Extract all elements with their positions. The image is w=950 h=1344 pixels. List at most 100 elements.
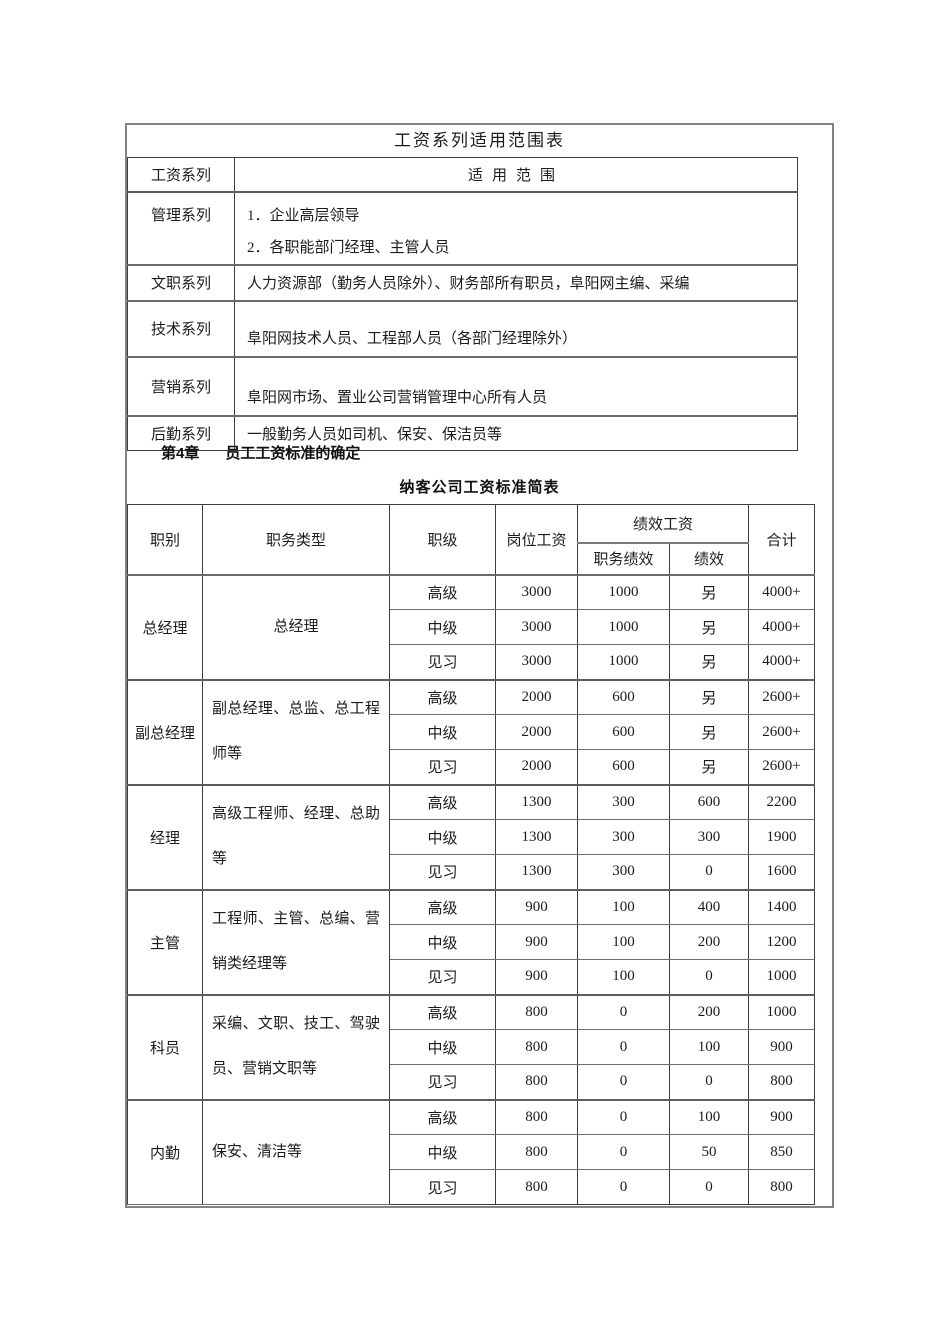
scope-table-title: 工资系列适用范围表 — [394, 131, 565, 150]
scope-row-management: 管理系列 1．企业高层领导 2．各职能部门经理、主管人员 — [127, 191, 798, 266]
level-cell: 见习 — [389, 644, 496, 680]
base-pay-cell: 1300 — [495, 783, 578, 820]
perf-cell: 600 — [668, 783, 750, 820]
duty-perf-cell: 0 — [577, 1098, 670, 1135]
perf-cell: 另 — [668, 749, 750, 785]
job-type-cell: 高级工程师、经理、总助等 — [202, 783, 390, 890]
header-total: 合计 — [748, 504, 816, 576]
base-pay-cell: 2000 — [495, 678, 578, 715]
salary-row: 见习 2000 600 另 2600+ — [128, 749, 816, 785]
level-cell: 见习 — [389, 959, 496, 995]
range-text: 一般勤务人员如司机、保安、保洁员等 — [234, 415, 798, 451]
level-cell: 高级 — [389, 888, 496, 925]
level-cell: 中级 — [389, 609, 496, 645]
level-cell: 高级 — [389, 783, 496, 820]
salary-row: 见习 3000 1000 另 4000+ — [128, 644, 816, 680]
chapter-title: 员工工资标准的确定 — [225, 445, 361, 462]
scope-table: 工资系列 适用范围 管理系列 1．企业高层领导 2．各职能部门经理、主管人员 文… — [127, 157, 798, 451]
total-cell: 4000+ — [748, 644, 816, 680]
total-cell: 2200 — [748, 783, 816, 820]
base-pay-cell: 800 — [495, 1169, 578, 1205]
perf-cell: 50 — [668, 1134, 750, 1170]
duty-perf-cell: 0 — [577, 993, 670, 1030]
job-type-cell: 副总经理、总监、总工程师等 — [202, 678, 390, 785]
total-cell: 1000 — [748, 959, 816, 995]
perf-cell: 0 — [668, 1169, 750, 1205]
duty-perf-cell: 100 — [577, 959, 670, 995]
perf-cell: 另 — [668, 714, 750, 750]
salary-row: 内勤 保安、清洁等 高级 800 0 100 900 — [127, 1098, 816, 1205]
salary-row: 中级 1300 300 300 1900 — [128, 819, 816, 855]
total-cell: 1000 — [748, 993, 816, 1030]
series-label: 管理系列 — [127, 191, 235, 266]
scope-header-range: 适用范围 — [234, 157, 798, 193]
perf-cell: 0 — [668, 959, 750, 995]
perf-cell: 另 — [668, 678, 750, 715]
level-cell: 高级 — [389, 573, 496, 610]
series-label: 后勤系列 — [127, 415, 235, 451]
base-pay-cell: 3000 — [495, 573, 578, 610]
salary-row: 科员 采编、文职、技工、驾驶员、营销文职等 高级 800 0 200 1000 — [127, 993, 816, 1100]
salary-table-title: 纳客公司工资标准简表 — [399, 479, 560, 496]
salary-row: 中级 900 100 200 1200 — [128, 924, 816, 960]
content-frame: 工资系列适用范围表 工资系列 适用范围 管理系列 1．企业高层领导 2．各职能部… — [125, 123, 834, 1208]
base-pay-cell: 900 — [495, 888, 578, 925]
salary-row: 副总经理 副总经理、总监、总工程师等 高级 2000 600 另 2600+ — [127, 678, 816, 785]
duty-perf-cell: 600 — [577, 714, 670, 750]
perf-cell: 另 — [668, 609, 750, 645]
salary-row: 中级 800 0 100 900 — [128, 1029, 816, 1065]
total-cell: 2600+ — [748, 714, 816, 750]
total-cell: 1600 — [748, 854, 816, 890]
salary-row: 见习 800 0 0 800 — [128, 1169, 816, 1205]
duty-perf-cell: 1000 — [577, 644, 670, 680]
perf-cell: 0 — [668, 854, 750, 890]
scope-header-row: 工资系列 适用范围 — [127, 157, 798, 193]
rank-cell: 副总经理 — [127, 678, 203, 785]
base-pay-cell: 2000 — [495, 749, 578, 785]
base-pay-cell: 2000 — [495, 714, 578, 750]
total-cell: 800 — [748, 1169, 816, 1205]
duty-perf-cell: 100 — [577, 888, 670, 925]
series-label: 营销系列 — [127, 356, 235, 417]
job-type-cell: 总经理 — [202, 573, 390, 680]
level-cell: 中级 — [389, 714, 496, 750]
level-cell: 中级 — [389, 819, 496, 855]
perf-cell: 100 — [668, 1098, 750, 1135]
chapter-number: 第4章 — [161, 445, 200, 462]
header-level: 职级 — [389, 504, 496, 576]
rank-cell: 主管 — [127, 888, 203, 995]
range-text: 阜阳网技术人员、工程部人员（各部门经理除外） — [234, 300, 798, 358]
level-cell: 高级 — [389, 993, 496, 1030]
salary-row: 见习 800 0 0 800 — [128, 1064, 816, 1100]
series-label: 技术系列 — [127, 300, 235, 358]
base-pay-cell: 800 — [495, 1098, 578, 1135]
total-cell: 1400 — [748, 888, 816, 925]
level-cell: 见习 — [389, 749, 496, 785]
duty-perf-cell: 300 — [577, 819, 670, 855]
salary-header-row-1: 职别 职务类型 职级 岗位工资 绩效工资 合计 — [127, 504, 816, 576]
duty-perf-cell: 600 — [577, 749, 670, 785]
level-cell: 见习 — [389, 854, 496, 890]
series-label: 文职系列 — [127, 264, 235, 302]
level-cell: 高级 — [389, 1098, 496, 1135]
total-cell: 2600+ — [748, 678, 816, 715]
total-cell: 2600+ — [748, 749, 816, 785]
level-cell: 高级 — [389, 678, 496, 715]
range-line-1: 1．企业高层领导 — [247, 207, 360, 224]
perf-cell: 300 — [668, 819, 750, 855]
base-pay-cell: 1300 — [495, 819, 578, 855]
duty-perf-cell: 1000 — [577, 573, 670, 610]
base-pay-cell: 800 — [495, 993, 578, 1030]
perf-cell: 200 — [668, 924, 750, 960]
scope-row-technical: 技术系列 阜阳网技术人员、工程部人员（各部门经理除外） — [127, 300, 798, 358]
duty-perf-cell: 0 — [577, 1134, 670, 1170]
perf-cell: 0 — [668, 1064, 750, 1100]
duty-perf-cell: 300 — [577, 783, 670, 820]
header-rank: 职别 — [127, 504, 203, 576]
total-cell: 900 — [748, 1029, 816, 1065]
base-pay-cell: 3000 — [495, 609, 578, 645]
salary-row: 中级 2000 600 另 2600+ — [128, 714, 816, 750]
duty-perf-cell: 1000 — [577, 609, 670, 645]
range-text: 人力资源部（勤务人员除外）、财务部所有职员，阜阳网主编、采编 — [234, 264, 798, 302]
